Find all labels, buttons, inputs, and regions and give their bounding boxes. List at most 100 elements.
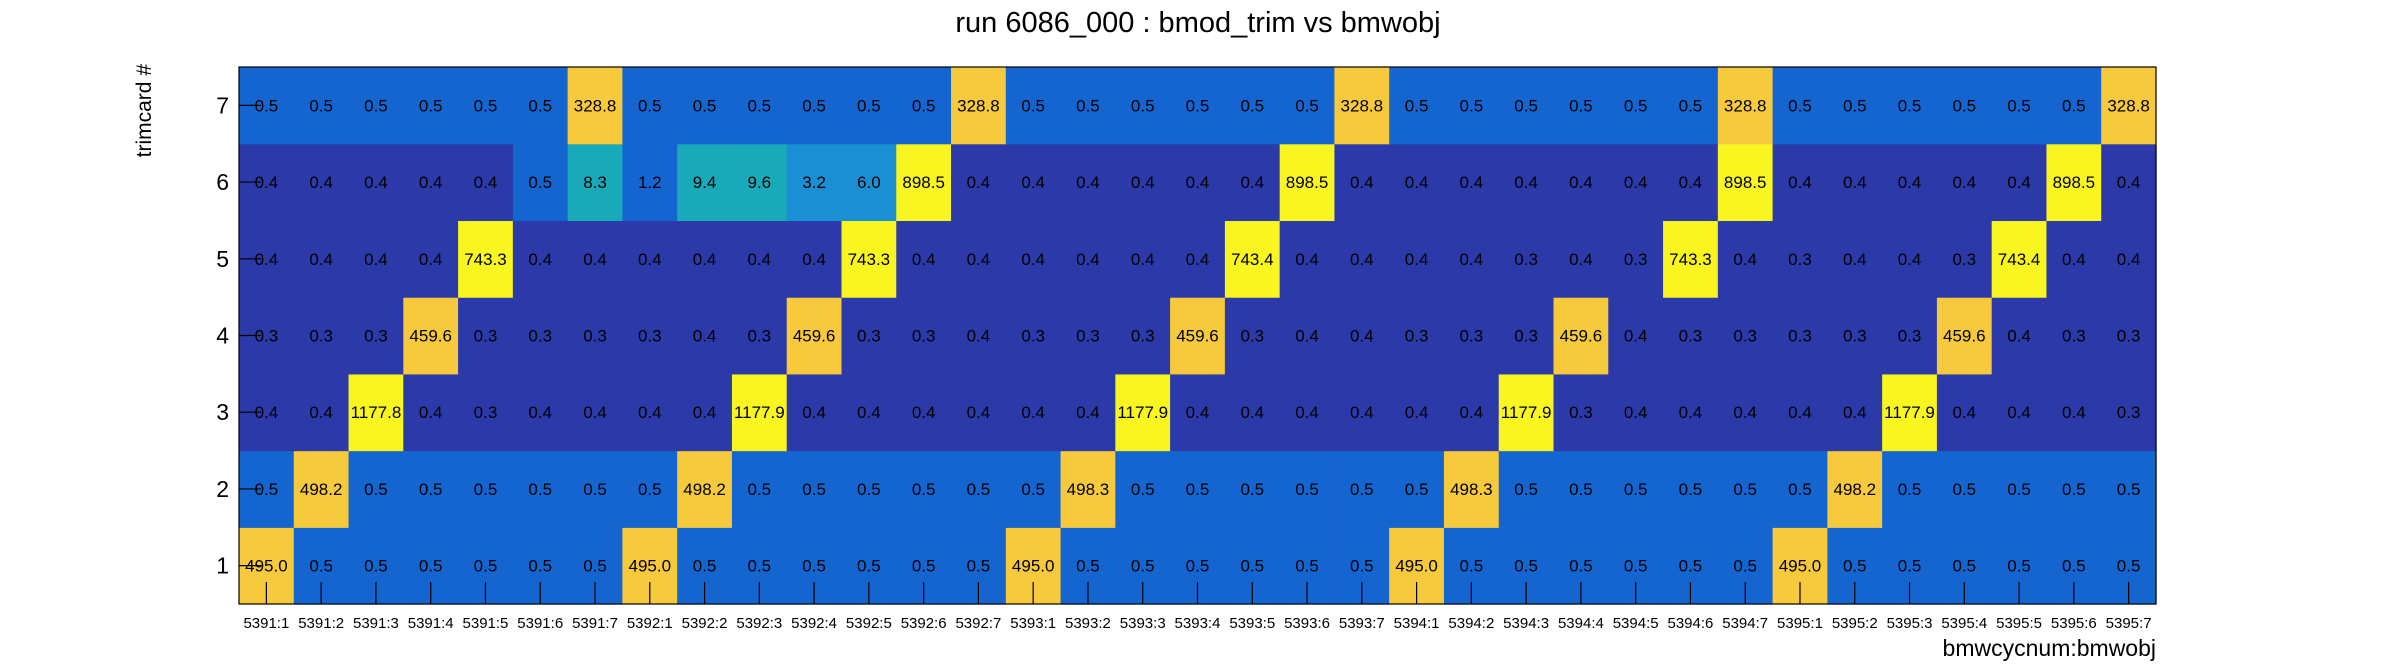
cell-value-label: 0.4 [1952,403,1976,422]
cell-value-label: 0.5 [1569,557,1593,576]
cell-value-label: 0.5 [1843,557,1867,576]
heatmap-cell [348,220,404,298]
cell-value-label: 0.3 [912,327,936,346]
heatmap-cell [951,143,1007,222]
cell-value-label: 0.3 [1076,327,1100,346]
cell-value-label: 0.5 [1460,557,1484,576]
cell-value-label: 0.5 [1186,480,1210,499]
cell-value-label: 0.4 [1350,403,1374,422]
heatmap-cell [293,373,350,452]
cell-value-label: 498.2 [1833,480,1876,499]
heatmap-cell [951,220,1007,298]
cell-value-label: 9.6 [748,173,772,192]
heatmap-cell [2046,220,2102,298]
cell-value-label: 0.4 [255,250,279,269]
cell-value-label: 743.3 [464,250,507,269]
cell-value-label: 0.4 [419,173,443,192]
cell-value-label: 0.5 [1460,96,1484,115]
cell-value-label: 0.5 [255,480,279,499]
heatmap-cell [841,220,897,298]
cell-value-label: 0.4 [967,327,991,346]
cell-value-label: 0.4 [1295,250,1319,269]
cell-value-label: 0.5 [802,557,826,576]
cell-value-label: 0.3 [1624,250,1648,269]
cell-value-label: 0.4 [1624,327,1648,346]
cell-value-label: 0.5 [693,557,717,576]
x-tick-label: 5392:7 [955,615,1001,632]
cell-value-label: 0.5 [1295,96,1319,115]
cell-value-label: 0.5 [748,96,772,115]
cell-value-label: 498.2 [683,480,726,499]
heatmap-cell [1882,297,1938,375]
cell-value-label: 1177.8 [351,403,402,422]
cell-value-label: 0.5 [693,96,717,115]
heatmap-cell [1279,220,1336,298]
cell-value-label: 1177.9 [734,403,785,422]
heatmap-cell [1060,67,1116,145]
cell-value-label: 0.5 [1679,480,1703,499]
cell-value-label: 0.3 [1240,327,1264,346]
cell-value-label: 0.4 [2007,403,2031,422]
cell-value-label: 0.4 [1624,173,1648,192]
heatmap-cell [458,143,514,222]
heatmap-cell [1553,67,1609,145]
cell-value-label: 0.4 [1898,173,1922,192]
cell-value-label: 0.5 [1076,96,1100,115]
heatmap-cell [1772,143,1828,222]
cell-value-label: 0.5 [1076,557,1100,576]
x-tick-label: 5391:7 [572,615,618,632]
x-tick-label: 5393:5 [1229,615,1275,632]
heatmap-cell [1663,373,1719,452]
cell-value-label: 0.5 [2117,557,2141,576]
x-tick-label: 5395:4 [1941,615,1987,632]
cell-value-label: 0.5 [583,480,607,499]
heatmap-cell [567,143,623,222]
y-axis-label: trimcard # [133,64,156,158]
cell-value-label: 0.4 [2007,173,2031,192]
cell-value-label: 0.3 [1952,250,1976,269]
cell-value-label: 1177.9 [1884,403,1935,422]
cell-value-label: 495.0 [245,557,288,576]
cell-value-label: 0.3 [857,327,881,346]
heatmap-cell [731,450,788,528]
heatmap-cell [622,373,678,452]
cell-value-label: 0.5 [1295,480,1319,499]
cell-value-label: 0.5 [1350,557,1374,576]
heatmap-cell [1334,143,1390,222]
cell-value-label: 898.5 [902,173,945,192]
heatmap-cell [1224,297,1281,375]
cell-value-label: 459.6 [1176,327,1219,346]
heatmap-cell [1060,373,1116,452]
x-tick-label: 5395:2 [1832,615,1878,632]
cell-value-label: 0.5 [364,480,388,499]
heatmap-cell [622,67,678,145]
heatmap-cell [403,143,459,222]
heatmap-cell [1663,450,1719,528]
cell-value-label: 0.3 [474,403,498,422]
cell-value-label: 0.4 [474,173,498,192]
x-tick-label: 5392:4 [791,615,837,632]
heatmap-cell [677,143,733,222]
heatmap-cell [1279,450,1336,528]
x-tick-label: 5393:3 [1120,615,1166,632]
heatmap-cell [348,143,404,222]
heatmap-cell [1991,143,2048,222]
x-tick-label: 5392:3 [736,615,782,632]
x-tick-label: 5394:2 [1448,615,1494,632]
x-tick-label: 5395:1 [1777,615,1823,632]
x-tick-label: 5394:5 [1613,615,1659,632]
cell-value-label: 0.3 [1788,327,1812,346]
heatmap-cell [1772,373,1828,452]
cell-value-label: 0.4 [1679,173,1703,192]
heatmap-cell [1279,67,1336,145]
heatmap-cell [512,67,569,145]
x-tick-label: 5391:5 [463,615,509,632]
cell-value-label: 0.5 [528,96,552,115]
cell-value-label: 0.4 [528,403,552,422]
cell-value-label: 0.4 [528,250,552,269]
x-tick-label: 5395:7 [2106,615,2152,632]
cell-value-label: 0.5 [474,480,498,499]
cell-value-label: 328.8 [1724,96,1767,115]
cell-value-label: 459.6 [793,327,836,346]
heatmap-cell [1334,450,1390,528]
